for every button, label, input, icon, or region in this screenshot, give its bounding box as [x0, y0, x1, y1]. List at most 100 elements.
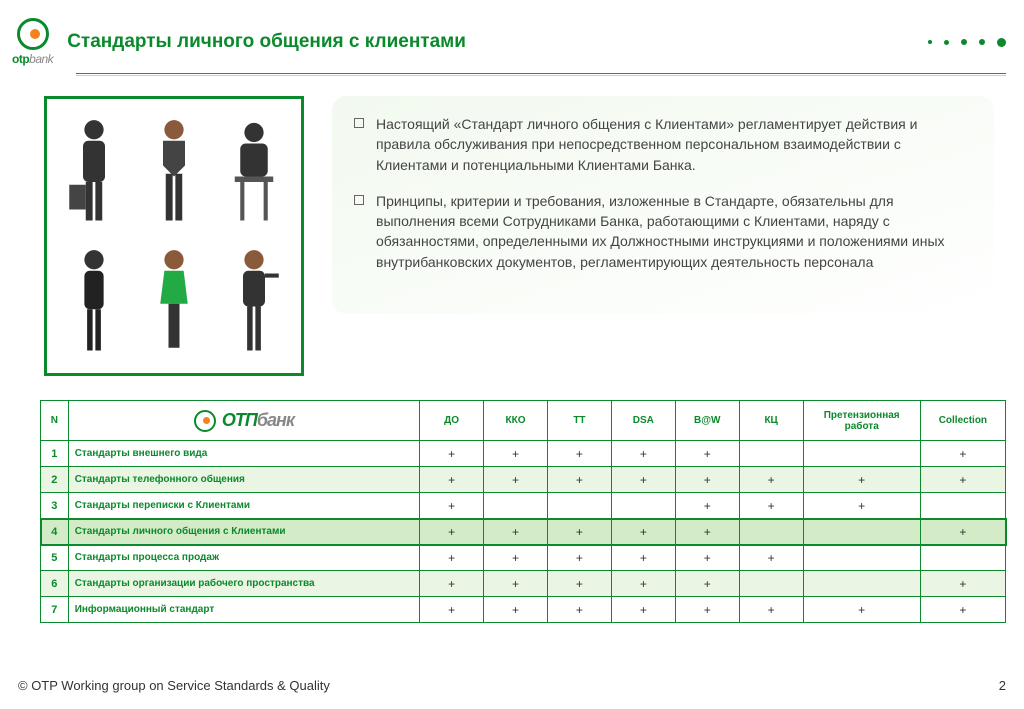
logo-otp: ОТП	[222, 410, 257, 430]
person-icon	[57, 239, 131, 363]
cell-mark: +	[484, 467, 548, 493]
col-n: N	[41, 401, 69, 441]
cell-mark: +	[547, 545, 611, 571]
cell-mark: +	[611, 571, 675, 597]
cell-num: 1	[41, 441, 69, 467]
cell-mark: +	[739, 545, 803, 571]
cell-mark: +	[675, 545, 739, 571]
cell-mark	[611, 493, 675, 519]
cell-mark: +	[920, 519, 1005, 545]
cell-num: 2	[41, 467, 69, 493]
cell-mark	[920, 493, 1005, 519]
cell-mark: +	[739, 493, 803, 519]
slide-footer: © OTP Working group on Service Standards…	[18, 678, 1006, 693]
col-header: Претензионная работа	[803, 401, 920, 441]
cell-mark: +	[547, 467, 611, 493]
decorative-dots	[928, 38, 1006, 47]
col-header: B@W	[675, 401, 739, 441]
cell-mark	[920, 545, 1005, 571]
cell-mark: +	[484, 519, 548, 545]
people-illustration-frame	[44, 96, 304, 376]
table-row: 7Информационный стандарт++++++++	[41, 597, 1006, 623]
person-icon	[137, 239, 211, 363]
cell-mark: +	[803, 467, 920, 493]
otp-logo: otpbank	[12, 18, 53, 66]
logo-circle-icon	[17, 18, 49, 50]
cell-mark: +	[420, 545, 484, 571]
table-row: 3Стандарты переписки с Клиентами++++	[41, 493, 1006, 519]
table-body: 1Стандарты внешнего вида++++++2Стандарты…	[41, 441, 1006, 623]
title-underline	[76, 73, 1006, 74]
cell-mark: +	[547, 441, 611, 467]
person-icon	[57, 109, 131, 233]
page-title: Стандарты личного общения с клиентами	[67, 31, 928, 53]
bullet-square-icon	[354, 118, 364, 128]
bullet-text: Принципы, критерии и требования, изложен…	[376, 191, 970, 272]
cell-name: Стандарты телефонного общения	[68, 467, 419, 493]
cell-mark: +	[611, 441, 675, 467]
table-row: 6Стандарты организации рабочего простран…	[41, 571, 1006, 597]
cell-mark	[739, 571, 803, 597]
cell-mark: +	[920, 571, 1005, 597]
table-row: 1Стандарты внешнего вида++++++	[41, 441, 1006, 467]
cell-mark: +	[611, 467, 675, 493]
slide-header: otpbank Стандарты личного общения с клие…	[0, 0, 1024, 66]
cell-mark: +	[484, 441, 548, 467]
cell-mark: +	[675, 441, 739, 467]
cell-mark: +	[920, 597, 1005, 623]
cell-num: 3	[41, 493, 69, 519]
bullet-panel: Настоящий «Стандарт личного общения с Кл…	[332, 96, 994, 314]
cell-mark	[803, 545, 920, 571]
cell-num: 4	[41, 519, 69, 545]
cell-name: Стандарты внешнего вида	[68, 441, 419, 467]
bullet-text: Настоящий «Стандарт личного общения с Кл…	[376, 114, 970, 175]
cell-mark	[739, 441, 803, 467]
cell-name: Информационный стандарт	[68, 597, 419, 623]
col-header: ККО	[484, 401, 548, 441]
cell-mark: +	[920, 467, 1005, 493]
cell-mark: +	[420, 597, 484, 623]
logo-text: otpbank	[12, 52, 53, 66]
cell-mark: +	[547, 597, 611, 623]
bullet-square-icon	[354, 195, 364, 205]
cell-mark: +	[675, 597, 739, 623]
cell-mark: +	[739, 467, 803, 493]
table-row: 5Стандарты процесса продаж++++++	[41, 545, 1006, 571]
cell-num: 5	[41, 545, 69, 571]
cell-mark: +	[611, 519, 675, 545]
logo-text-bank: bank	[29, 52, 53, 66]
cell-mark: +	[675, 467, 739, 493]
person-icon	[217, 239, 291, 363]
cell-mark: +	[420, 571, 484, 597]
cell-mark: +	[675, 519, 739, 545]
cell-mark	[484, 493, 548, 519]
cell-name: Стандарты переписки с Клиентами	[68, 493, 419, 519]
col-header: КЦ	[739, 401, 803, 441]
logo-text-otp: otp	[12, 52, 29, 66]
cell-mark: +	[611, 545, 675, 571]
person-icon	[137, 109, 211, 233]
cell-num: 6	[41, 571, 69, 597]
cell-mark: +	[420, 493, 484, 519]
cell-mark	[803, 441, 920, 467]
cell-name: Стандарты личного общения с Клиентами	[68, 519, 419, 545]
cell-mark: +	[803, 597, 920, 623]
col-logo: ОТПбанк	[68, 401, 419, 441]
cell-mark	[803, 571, 920, 597]
cell-mark: +	[675, 493, 739, 519]
cell-mark	[547, 493, 611, 519]
table-head: N ОТПбанк ДО ККО ТТ DSA B@W КЦ Претензио…	[41, 401, 1006, 441]
col-header: DSA	[611, 401, 675, 441]
cell-mark: +	[484, 571, 548, 597]
cell-mark	[739, 519, 803, 545]
cell-mark: +	[420, 441, 484, 467]
cell-mark: +	[547, 519, 611, 545]
standards-table-wrap: N ОТПбанк ДО ККО ТТ DSA B@W КЦ Претензио…	[0, 376, 1024, 623]
footer-left: © OTP Working group on Service Standards…	[18, 678, 330, 693]
cell-mark: +	[739, 597, 803, 623]
cell-mark: +	[420, 467, 484, 493]
cell-mark: +	[611, 597, 675, 623]
cell-mark: +	[484, 597, 548, 623]
cell-mark: +	[920, 441, 1005, 467]
col-header: ДО	[420, 401, 484, 441]
